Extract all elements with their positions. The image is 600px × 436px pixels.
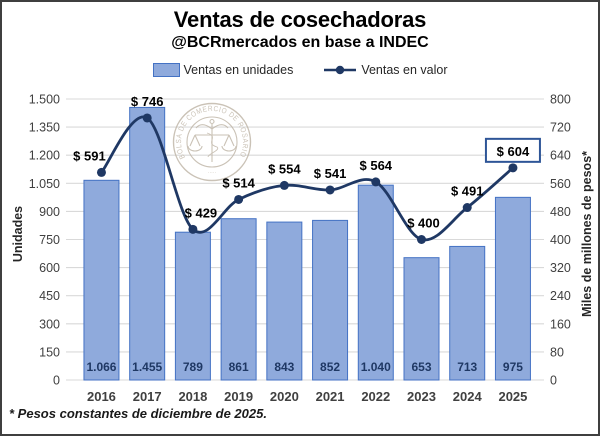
marker-2023 (417, 235, 426, 244)
marker-2021 (325, 185, 335, 195)
chart-legend: Ventas en unidades Ventas en valor (2, 63, 598, 77)
line-label-2024: $ 491 (451, 184, 484, 199)
bar-2020 (266, 221, 303, 381)
left-axis-title: Unidades (11, 206, 25, 262)
bar-label-2020: 843 (274, 360, 294, 374)
bar-2024 (449, 245, 486, 381)
year-label-2019: 2019 (224, 389, 253, 404)
legend-label-unidades: Ventas en unidades (183, 63, 294, 77)
bar-label-2022: 1.040 (361, 360, 391, 374)
bar-label-2023: 653 (411, 360, 431, 374)
left-tick: 1.050 (29, 177, 60, 191)
right-axis-title: Miles de millones de pesos* (580, 151, 594, 317)
bar-2016 (83, 179, 120, 381)
axis-tick-labels: 1.500 1.350 1.200 1.050 900 750 600 450 300 150 0 8… (29, 93, 571, 388)
bar-2019 (220, 218, 257, 381)
bcr-watermark-seal: BOLSA DE COMERCIO DE ROSARIO····· (172, 102, 252, 182)
year-label-2016: 2016 (87, 389, 116, 404)
bar-2017 (129, 106, 166, 381)
line-label-2022: $ 564 (360, 158, 393, 173)
right-tick: 80 (550, 345, 564, 359)
highlight-box (484, 137, 541, 163)
legend-item-unidades: Ventas en unidades (152, 63, 294, 77)
line-label-2017: $ 746 (131, 94, 164, 109)
right-tick: 800 (550, 93, 571, 107)
legend-item-valor: Ventas en valor (323, 63, 448, 77)
year-label-2021: 2021 (316, 389, 345, 404)
line-label-2021: $ 541 (314, 166, 347, 181)
marker-2025 (508, 163, 518, 173)
marker-2018 (188, 224, 198, 234)
year-label-2020: 2020 (270, 389, 299, 404)
year-label-2024: 2024 (453, 389, 483, 404)
year-label-2023: 2023 (407, 389, 436, 404)
left-tick: 150 (39, 345, 60, 359)
line-label-2019: $ 514 (222, 175, 255, 190)
line-label-2020: $ 554 (268, 161, 301, 176)
line-label-2025: $ 604 (497, 144, 530, 159)
year-label-2018: 2018 (178, 389, 207, 404)
value-line (100, 115, 515, 242)
line-label-2016: $ 591 (73, 148, 106, 163)
chart-title: Ventas de cosechadoras (173, 7, 427, 32)
left-tick: 1.350 (29, 121, 60, 135)
right-tick: 160 (550, 317, 571, 331)
year-label-2025: 2025 (498, 389, 527, 404)
left-tick: 450 (39, 289, 60, 303)
marker-2022 (371, 177, 381, 187)
bar-label-2024: 713 (457, 360, 477, 374)
line-value-labels: $ 591 $ 746 $ 429 $ 514 $ 554 $ 541 $ 564 $ 400… (73, 94, 541, 231)
bar-label-2021: 852 (320, 360, 340, 374)
year-label-2017: 2017 (133, 389, 162, 404)
line-markers (96, 113, 518, 244)
left-tick: 900 (39, 205, 60, 219)
bar-label-2016: 1.066 (86, 360, 116, 374)
bar-2025 (494, 196, 531, 381)
left-tick: 600 (39, 261, 60, 275)
right-tick: 240 (550, 289, 571, 303)
caduceus-icon (187, 118, 237, 162)
bar-2018 (174, 231, 211, 381)
year-label-2022: 2022 (361, 389, 390, 404)
left-tick: 300 (39, 317, 60, 331)
right-tick: 560 (550, 177, 571, 191)
marker-2017 (142, 113, 152, 123)
bar-swatch-icon (152, 63, 180, 77)
marker-2016 (96, 167, 106, 177)
bar-value-labels: 1.066 1.455 789 861 843 852 1.040 653 713 975 (86, 360, 523, 374)
line-swatch-icon (324, 65, 357, 75)
right-tick: 400 (550, 233, 571, 247)
legend-label-valor: Ventas en valor (361, 63, 448, 77)
line-label-2023: $ 400 (407, 216, 440, 231)
right-tick: 720 (550, 121, 571, 135)
marker-2019 (234, 194, 244, 204)
right-tick: 320 (550, 261, 571, 275)
bar-label-2025: 975 (503, 360, 523, 374)
marker-2024 (462, 203, 472, 213)
left-tick: 1.500 (29, 93, 60, 107)
svg-text:·····: ····· (208, 170, 217, 176)
right-tick: 0 (550, 374, 557, 388)
left-tick: 1.200 (29, 149, 60, 163)
right-tick: 640 (550, 149, 571, 163)
bar-2023 (403, 257, 440, 381)
chart-subtitle: @BCRmercados en base a INDEC (171, 34, 429, 51)
left-tick: 750 (39, 233, 60, 247)
x-axis-labels: 2016 2017 2018 2019 2020 2021 2022 2023 2024 2025 (87, 389, 527, 404)
chart-footnote: * Pesos constantes de diciembre de 2025. (9, 406, 267, 421)
marker-2020 (279, 180, 289, 190)
bar-2021 (312, 219, 349, 381)
right-tick: 480 (550, 205, 571, 219)
bar-label-2017: 1.455 (132, 360, 162, 374)
bar-2022 (357, 184, 394, 381)
bars-group (83, 106, 531, 381)
bar-label-2018: 789 (183, 360, 203, 374)
line-label-2018: $ 429 (185, 205, 218, 220)
bar-label-2019: 861 (229, 360, 249, 374)
left-tick: 0 (53, 374, 60, 388)
